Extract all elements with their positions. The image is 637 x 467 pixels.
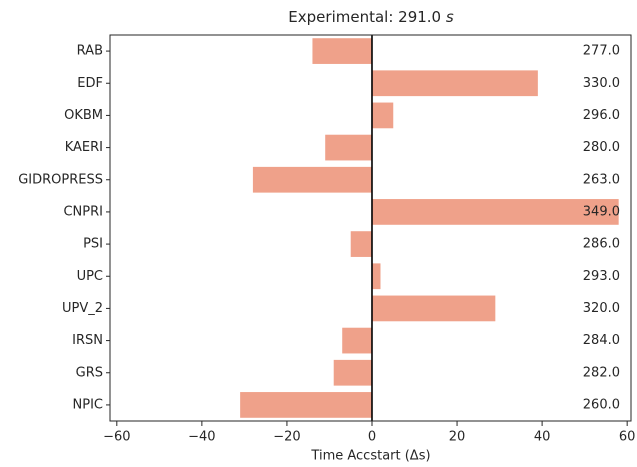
y-tick-label: UPC: [77, 269, 103, 284]
x-tick-label: −60: [103, 430, 130, 445]
y-tick-label: NPIC: [73, 397, 103, 412]
result-label: 330.0: [583, 76, 620, 91]
title-unit: s: [446, 8, 454, 26]
bar: [371, 263, 381, 290]
x-tick-label: −20: [273, 430, 300, 445]
axes-frame: [109, 34, 632, 422]
y-tick-label: PSI: [83, 237, 103, 252]
y-tick-label: UPV_2: [62, 301, 103, 316]
result-label: 282.0: [583, 365, 620, 380]
y-tick-label: GIDROPRESS: [18, 172, 103, 187]
y-tick-label: IRSN: [72, 333, 103, 348]
x-tick-label: 0: [368, 430, 376, 445]
y-tick-label: RAB: [77, 44, 103, 59]
bar: [371, 70, 538, 97]
result-label: 296.0: [583, 108, 620, 123]
bar: [371, 102, 394, 129]
result-label: 349.0: [583, 204, 620, 219]
chart-title: Experimental: 291.0 s: [288, 8, 454, 26]
result-label: 277.0: [583, 44, 620, 59]
result-label: 320.0: [583, 301, 620, 316]
y-tick-label: OKBM: [64, 108, 103, 123]
bar: [371, 199, 619, 225]
x-tick-label: 40: [534, 430, 551, 445]
result-label: 293.0: [583, 269, 620, 284]
x-tick-label: 20: [449, 430, 466, 445]
bar: [371, 295, 496, 322]
result-label: 286.0: [583, 237, 620, 252]
bar: [350, 231, 372, 257]
y-tick-label: EDF: [77, 76, 103, 91]
y-tick-label: CNPRI: [63, 204, 103, 219]
x-tick-label: 60: [619, 430, 636, 445]
y-tick-label: KAERI: [65, 140, 103, 155]
result-label: 284.0: [583, 333, 620, 348]
result-label: 260.0: [583, 397, 620, 412]
bar: [333, 359, 372, 386]
bar: [240, 392, 372, 418]
title-text: Experimental: 291.0: [288, 8, 441, 26]
bar: [312, 38, 372, 64]
x-axis-label: Time Accstart (Δs): [310, 449, 430, 464]
result-label: 263.0: [583, 172, 620, 187]
bar: [252, 166, 372, 193]
bar: [342, 327, 372, 354]
result-label: 280.0: [583, 140, 620, 155]
y-tick-label: GRS: [76, 365, 103, 380]
x-tick-label: −40: [188, 430, 215, 445]
bar: [325, 134, 372, 161]
